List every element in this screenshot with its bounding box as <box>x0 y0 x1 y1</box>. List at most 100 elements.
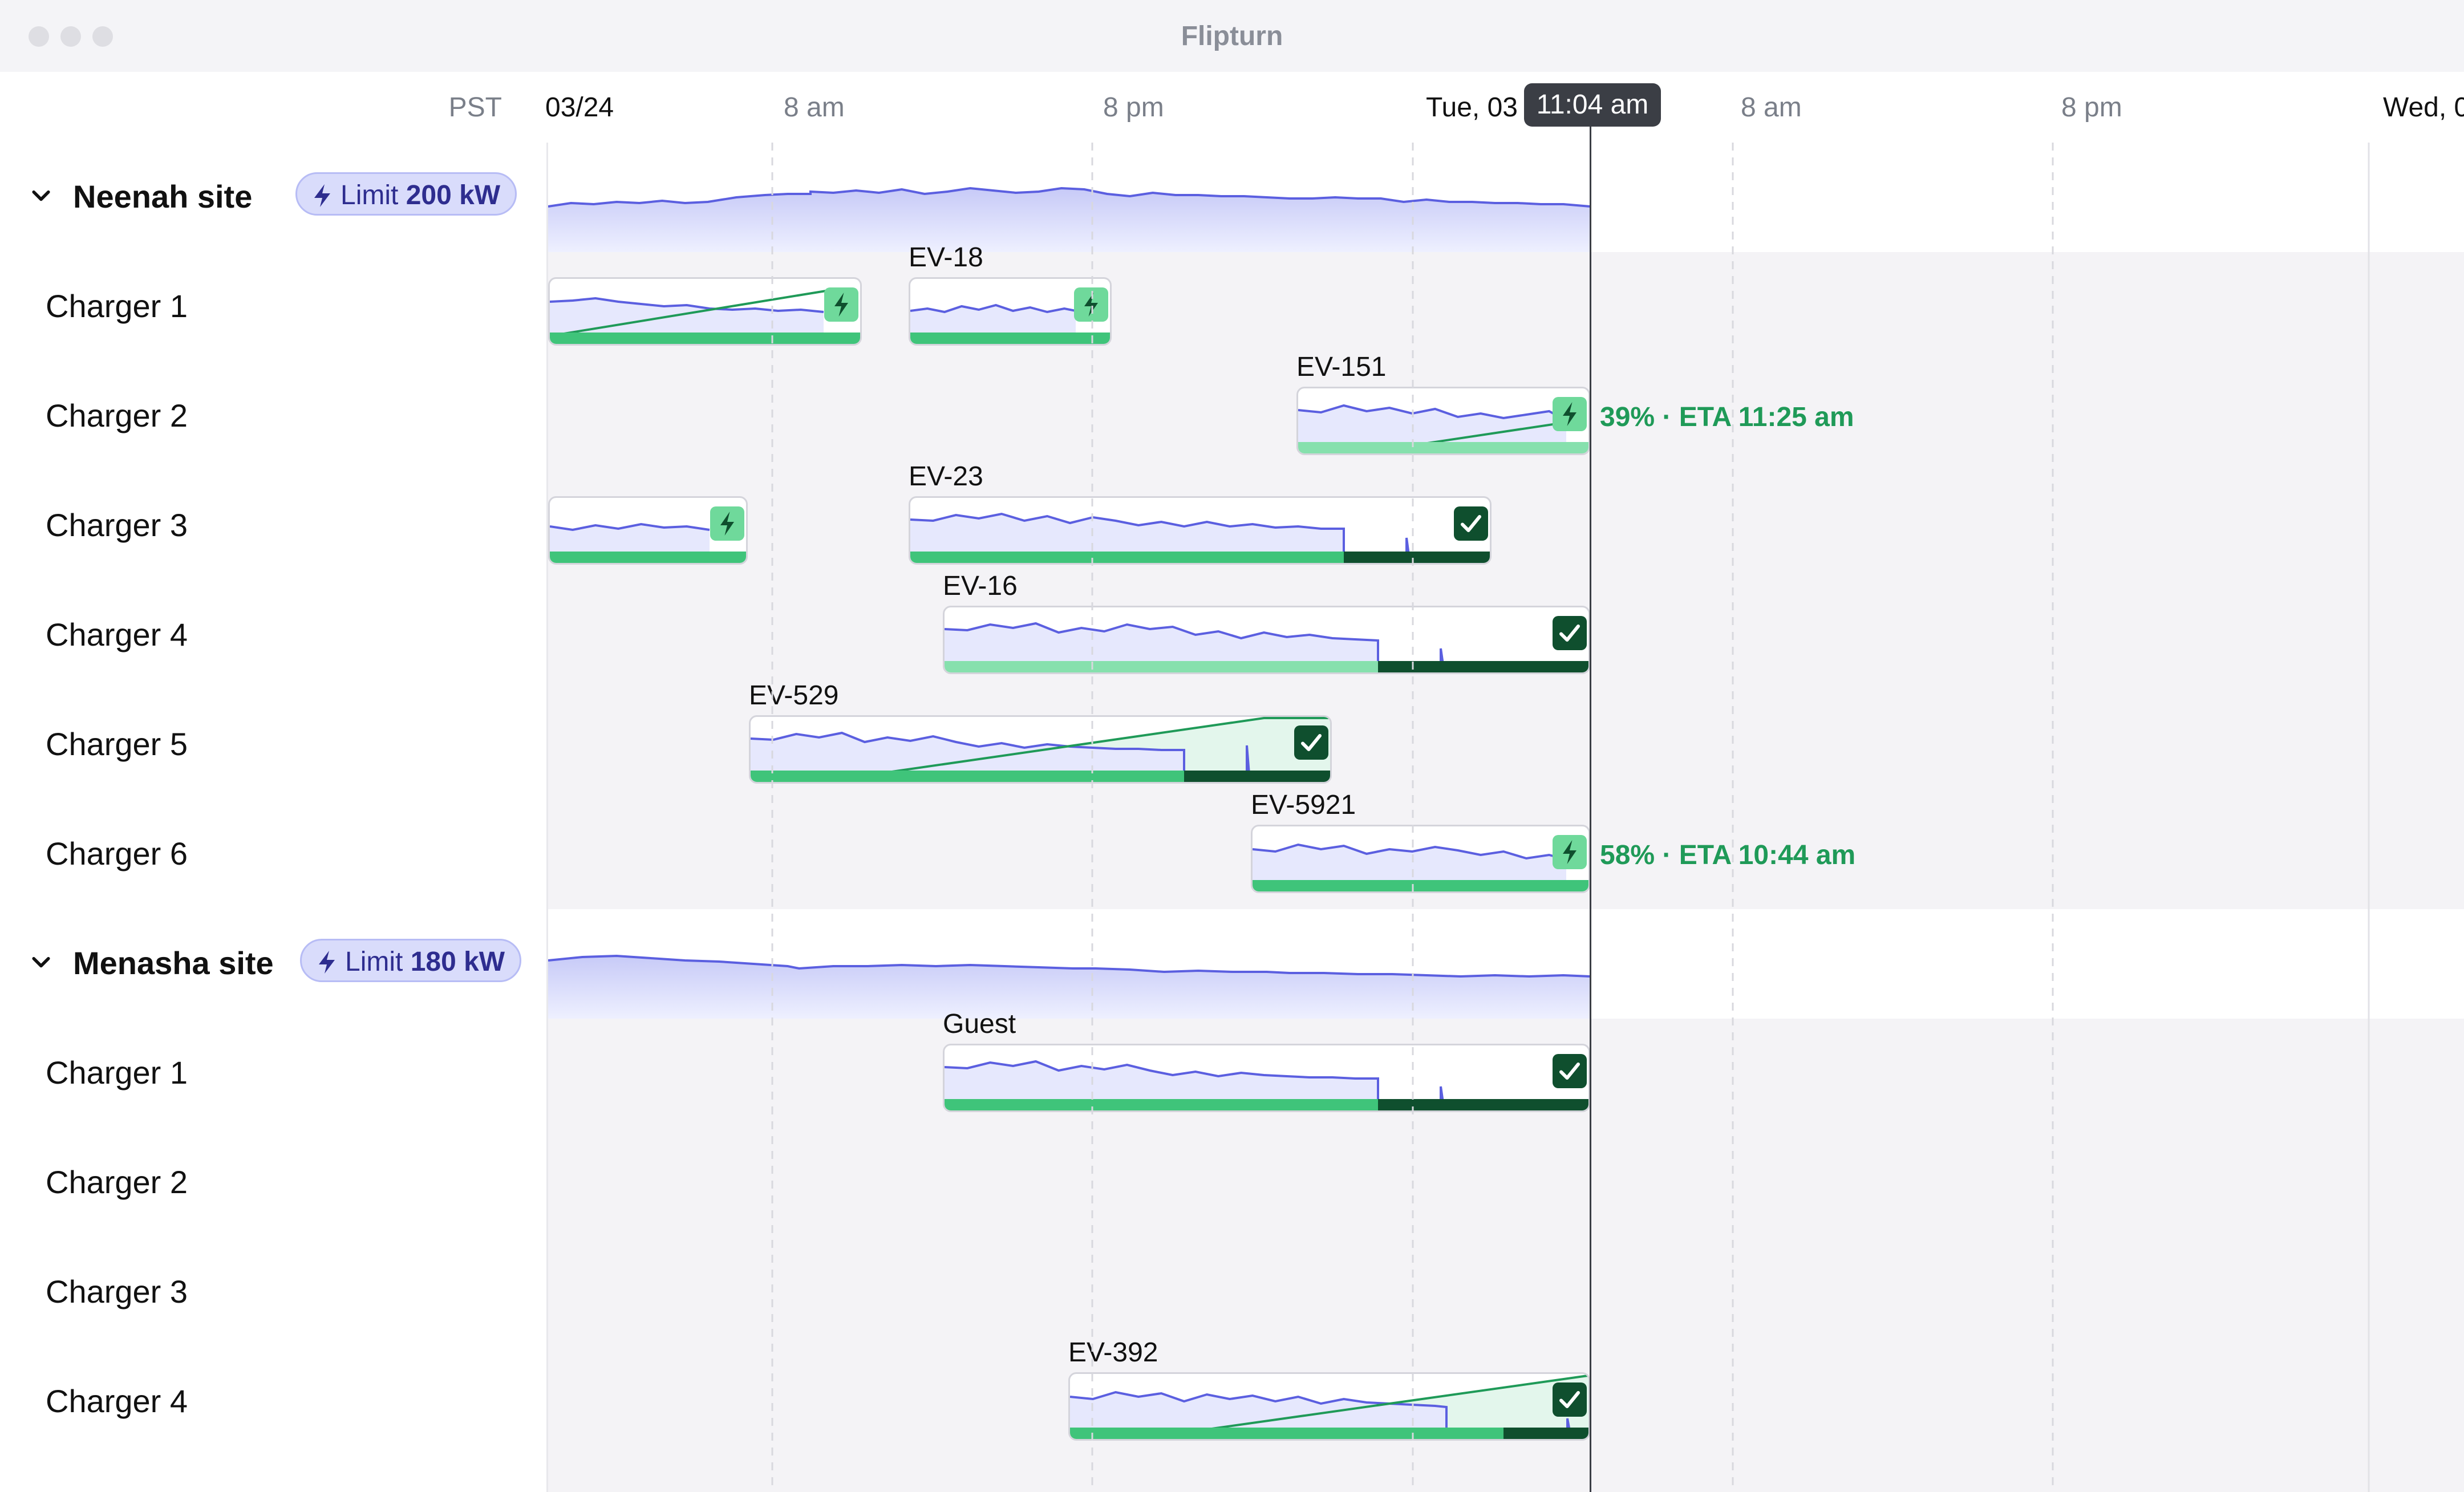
complete-badge <box>1454 506 1488 541</box>
zoom-window-button[interactable] <box>92 26 113 47</box>
charger-name: Charger 6 <box>46 836 188 871</box>
session-block[interactable]: EV-23 <box>909 461 1492 565</box>
power-sparkline <box>1298 404 1573 447</box>
session-block[interactable] <box>548 496 748 565</box>
charger-row: Charger 2 EV-151 39% · ETA 11:25 am <box>0 352 2464 473</box>
charge-progress-bar <box>910 552 1344 563</box>
site-row-menasha: Menasha site Limit 180 kW <box>0 909 2464 1020</box>
charger-row: Charger 6 EV-5921 58% · ETA 10:44 am <box>0 790 2464 911</box>
limit-prefix: Limit <box>341 180 399 210</box>
site-load-chart <box>548 909 2464 1019</box>
power-limit-badge[interactable]: Limit 180 kW <box>300 939 522 982</box>
site-row-neenah: Neenah site Limit 200 kW <box>0 143 2464 254</box>
power-limit-badge[interactable]: Limit 200 kW <box>295 172 517 216</box>
charge-progress-bar <box>1070 1428 1503 1439</box>
power-sparkline <box>751 717 1330 775</box>
session-block[interactable]: EV-151 <box>1296 352 1590 455</box>
current-time-line <box>1590 125 1591 1492</box>
site-load-sparkline <box>548 954 1591 1019</box>
site-name: Neenah site <box>73 179 253 214</box>
bolt-icon <box>720 512 734 536</box>
power-sparkline <box>1070 1374 1588 1432</box>
charger-row: Charger 4 EV-392 <box>0 1337 2464 1458</box>
session-vehicle-id: Guest <box>943 1009 1016 1039</box>
bolt-icon <box>1563 840 1577 864</box>
charging-status: 58% · ETA 10:44 am <box>1600 840 1856 870</box>
charger-row: Charger 4 EV-16 <box>0 571 2464 692</box>
bolt-icon <box>1563 402 1577 426</box>
charge-complete-bar <box>1344 552 1490 563</box>
session-block[interactable]: EV-392 <box>1068 1337 1590 1441</box>
timezone-label: PST <box>448 92 502 123</box>
charging-badge <box>1553 835 1587 869</box>
charger-row: Charger 1 Guest <box>0 1009 2464 1130</box>
tick-label: Tue, 03 <box>1426 92 1518 123</box>
check-icon <box>1301 734 1322 751</box>
chevron-down-icon[interactable] <box>29 950 54 975</box>
charge-percent: 39% <box>1600 402 1655 432</box>
charger-timeline: EV-18 <box>548 242 2464 362</box>
charger-row: Charger 1 EV-18 <box>0 242 2464 363</box>
limit-value: 200 kW <box>406 180 501 210</box>
charger-row: Charger 3 <box>0 1238 2464 1349</box>
charger-timeline: EV-5921 58% · ETA 10:44 am <box>548 790 2464 909</box>
charger-name: Charger 2 <box>46 1164 188 1200</box>
window-title: Flipturn <box>1181 21 1283 51</box>
charge-complete-bar <box>1503 1428 1588 1439</box>
charger-row <box>0 1457 2464 1492</box>
bolt-icon <box>314 184 330 207</box>
charger-name: Charger 4 <box>46 1383 188 1419</box>
charger-name: Charger 3 <box>46 507 188 543</box>
charge-progress-bar <box>1253 880 1588 891</box>
session-block[interactable]: Guest <box>943 1009 1590 1112</box>
charger-row: Charger 5 EV-529 <box>0 680 2464 801</box>
tick-label: 8 pm <box>1103 92 1164 123</box>
charger-timeline: EV-23 <box>548 461 2464 581</box>
check-icon <box>1559 625 1580 642</box>
charger-timeline: EV-151 39% · ETA 11:25 am <box>548 352 2464 471</box>
charge-progress-bar <box>751 771 1184 782</box>
charge-complete-bar <box>1184 771 1330 782</box>
charger-timeline: EV-16 <box>548 571 2464 690</box>
complete-badge <box>1294 725 1328 760</box>
bolt-icon <box>834 293 848 317</box>
check-icon <box>1461 515 1481 532</box>
charger-timeline: EV-392 <box>548 1337 2464 1457</box>
charge-progress-bar <box>550 333 860 344</box>
limit-value: 180 kW <box>410 947 505 977</box>
charge-progress-bar <box>1298 442 1588 453</box>
close-window-button[interactable] <box>29 26 49 47</box>
charge-complete-bar <box>1378 661 1588 672</box>
charger-name: Charger 5 <box>46 726 188 762</box>
session-block[interactable]: EV-5921 <box>1251 790 1590 893</box>
session-vehicle-id: EV-23 <box>909 461 983 492</box>
session-vehicle-id: EV-151 <box>1296 352 1387 382</box>
limit-prefix: Limit <box>345 947 403 977</box>
charge-complete-bar <box>1378 1099 1588 1110</box>
charger-row: Charger 3 EV-23 <box>0 461 2464 582</box>
charger-timeline <box>548 1238 2464 1347</box>
chevron-down-icon[interactable] <box>29 184 54 209</box>
charger-row: Charger 2 <box>0 1128 2464 1239</box>
session-vehicle-id: EV-5921 <box>1251 790 1356 820</box>
complete-badge <box>1553 1054 1587 1088</box>
session-block[interactable] <box>548 277 862 346</box>
tick-label: 03/24 <box>545 92 614 123</box>
tick-label: 8 am <box>784 92 845 123</box>
tick-label: Wed, 0 <box>2383 92 2464 123</box>
session-block[interactable]: EV-16 <box>943 571 1590 674</box>
charger-timeline: Guest <box>548 1009 2464 1128</box>
title-bar: Flipturn <box>0 0 2464 73</box>
session-block[interactable]: EV-529 <box>749 680 1332 784</box>
session-block[interactable]: EV-18 <box>909 242 1112 346</box>
bolt-icon <box>1084 293 1098 317</box>
tick-label: 8 pm <box>2061 92 2122 123</box>
session-vehicle-id: EV-16 <box>943 571 1018 601</box>
complete-badge <box>1553 1382 1587 1417</box>
minimize-window-button[interactable] <box>60 26 81 47</box>
charger-name: Charger 2 <box>46 398 188 433</box>
charger-name: Charger 4 <box>46 617 188 652</box>
charging-badge <box>1074 287 1108 322</box>
charge-progress-bar <box>945 1099 1378 1110</box>
